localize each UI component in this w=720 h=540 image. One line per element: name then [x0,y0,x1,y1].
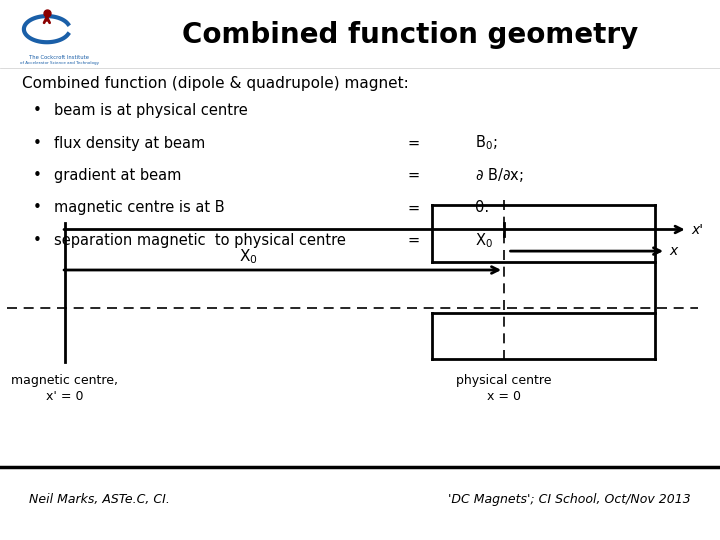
Text: gradient at beam: gradient at beam [54,168,181,183]
Text: X$_0$: X$_0$ [475,231,493,249]
Text: =: = [408,136,420,151]
Text: x = 0: x = 0 [487,390,521,403]
Text: •: • [32,103,41,118]
Text: B$_0$;: B$_0$; [475,134,498,152]
Text: x': x' [691,222,703,237]
Text: magnetic centre is at B: magnetic centre is at B [54,200,225,215]
Text: •: • [32,136,41,151]
Text: 'DC Magnets'; CI School, Oct/Nov 2013: 'DC Magnets'; CI School, Oct/Nov 2013 [449,493,691,506]
Text: beam is at physical centre: beam is at physical centre [54,103,248,118]
Text: magnetic centre,: magnetic centre, [12,374,118,387]
Text: x: x [670,244,678,258]
Text: •: • [32,200,41,215]
Text: physical centre: physical centre [456,374,552,387]
Text: =: = [408,200,420,215]
Text: Combined function geometry: Combined function geometry [182,21,639,49]
Text: •: • [32,233,41,248]
Text: =: = [408,233,420,248]
Text: Combined function (dipole & quadrupole) magnet:: Combined function (dipole & quadrupole) … [22,76,408,91]
Text: flux density at beam: flux density at beam [54,136,205,151]
Text: =: = [408,168,420,183]
Text: 0.: 0. [475,200,490,215]
Text: x' = 0: x' = 0 [46,390,84,403]
Text: •: • [32,168,41,183]
Text: Neil Marks, ASTe.C, CI.: Neil Marks, ASTe.C, CI. [29,493,170,506]
Text: The Cockcroft Institute: The Cockcroft Institute [30,55,89,60]
Text: of Accelerator Science and Technology: of Accelerator Science and Technology [20,61,99,65]
Text: X$_0$: X$_0$ [239,247,258,266]
Text: $\partial$ B/$\partial$x;: $\partial$ B/$\partial$x; [475,166,524,185]
Text: separation magnetic  to physical centre: separation magnetic to physical centre [54,233,346,248]
